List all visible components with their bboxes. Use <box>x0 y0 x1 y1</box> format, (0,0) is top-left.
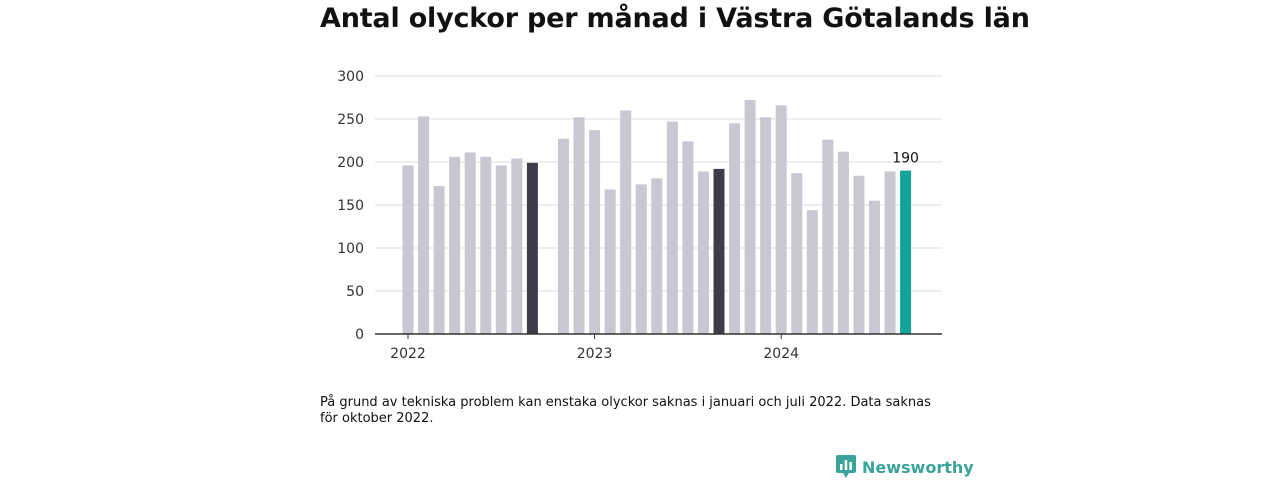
x-tick-label: 2022 <box>390 346 426 362</box>
bar-2023-10 <box>729 123 741 334</box>
bar-2023-06 <box>666 121 678 334</box>
bar-2022-04 <box>449 156 461 334</box>
bar-2023-03 <box>620 110 632 335</box>
bar-2022-06 <box>480 156 492 334</box>
bar-2024-02 <box>791 173 803 334</box>
bar-2024-07 <box>869 200 880 334</box>
bar-2024-04 <box>822 139 834 334</box>
bar-2023-01 <box>589 130 601 334</box>
x-tick-label: 2024 <box>763 346 799 362</box>
bar-2022-05 <box>464 152 476 334</box>
y-tick-label: 300 <box>337 69 364 85</box>
bar-2022-01 <box>402 165 414 334</box>
brand-logo: Newsworthy <box>836 455 974 479</box>
bar-2024-03 <box>806 210 818 334</box>
bar-2023-07 <box>682 141 694 334</box>
bar-2022-03 <box>433 186 445 334</box>
bar-2023-02 <box>604 189 616 334</box>
bar-2024-01 <box>775 105 787 335</box>
brand-name: Newsworthy <box>862 457 974 477</box>
bar-2023-08 <box>697 171 709 334</box>
bar-2024-09 <box>900 170 912 334</box>
bar-2023-09 <box>713 168 725 334</box>
y-tick-label: 0 <box>355 327 364 343</box>
y-tick-label: 100 <box>337 241 364 257</box>
bar-2023-05 <box>651 178 663 334</box>
bar-2024-06 <box>853 175 865 334</box>
bar-2022-11 <box>558 138 569 334</box>
bar-chart: 0 50 100 150 200 250 300 2022 2023 2024 190 <box>337 69 942 362</box>
bar-2022-07 <box>495 165 507 334</box>
chart-title: Antal olyckor per månad i Västra Götalan… <box>320 3 1030 34</box>
bar-2022-02 <box>418 116 430 334</box>
footnote: På grund av tekniska problem kan enstaka… <box>320 395 931 426</box>
y-tick-label: 150 <box>337 198 364 214</box>
y-tick-label: 250 <box>337 112 364 128</box>
bar-2022-08 <box>511 158 523 334</box>
bar-2024-05 <box>837 151 849 334</box>
y-tick-label: 200 <box>337 155 364 171</box>
bar-2023-12 <box>760 117 772 334</box>
bar-2023-04 <box>635 184 647 334</box>
data-label: 190 <box>892 151 919 167</box>
bar-2022-12 <box>573 117 585 334</box>
bar-2024-08 <box>884 171 896 334</box>
y-tick-label: 50 <box>346 284 364 300</box>
bar-2022-09 <box>526 162 538 334</box>
newsworthy-logo-icon <box>836 455 856 478</box>
x-tick-label: 2023 <box>577 346 613 362</box>
bar-2023-11 <box>744 100 756 334</box>
